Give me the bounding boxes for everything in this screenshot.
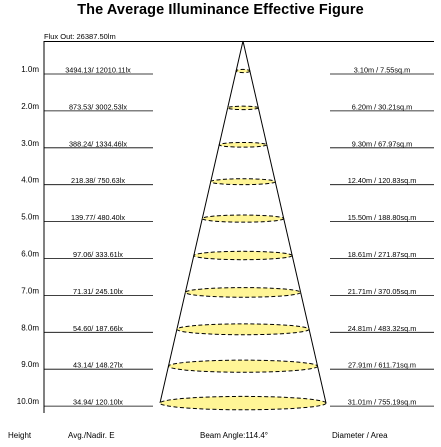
height-label: 4.0m	[21, 176, 39, 185]
light-spot-ellipse	[210, 178, 276, 186]
illuminance-value: 873.53/ 3002.53lx	[69, 102, 127, 111]
height-label: 8.0m	[21, 323, 39, 332]
height-label: 9.0m	[21, 360, 39, 369]
diameter-area-value: 27.91m / 611.71sq.m	[348, 361, 416, 370]
footer-avg-nadir-label: Avg./Nadir. E	[68, 431, 115, 440]
height-label: 5.0m	[21, 213, 39, 222]
diameter-area-value: 6.20m / 30.21sq.m	[352, 102, 412, 111]
illuminance-value: 34.94/ 120.10lx	[73, 398, 123, 407]
light-spot-ellipse	[235, 68, 251, 74]
light-spot-ellipse	[176, 323, 310, 336]
illuminance-value: 139.77/ 480.40lx	[71, 213, 125, 222]
footer-diameter-area-label: Diameter / Area	[332, 431, 388, 440]
light-spot-ellipse	[201, 214, 285, 223]
footer-height-label: Height	[8, 431, 32, 440]
illuminance-value: 97.06/ 333.61lx	[73, 250, 123, 259]
light-spot-ellipse	[159, 395, 327, 411]
light-spot-ellipse	[227, 105, 259, 111]
illuminance-value: 218.38/ 750.63lx	[71, 176, 125, 185]
light-spot-ellipse	[184, 287, 302, 298]
height-label: 3.0m	[21, 139, 39, 148]
illuminance-value: 43.14/ 148.27lx	[73, 361, 123, 370]
illuminance-value: 3494.13/ 12010.11lx	[65, 66, 131, 75]
diameter-area-value: 12.40m / 120.83sq.m	[348, 176, 417, 185]
illuminance-value: 71.31/ 245.10lx	[73, 287, 123, 296]
diameter-area-value: 21.71m / 370.05sq.m	[348, 287, 417, 296]
diameter-area-value: 24.81m / 483.32sq.m	[348, 324, 417, 333]
footer-beam-angle-label: Beam Angle:114.4°	[200, 431, 268, 440]
cone-right-edge	[242, 40, 327, 404]
light-spot-ellipse	[218, 141, 268, 148]
light-spot-ellipse	[193, 250, 293, 261]
height-label: 7.0m	[21, 286, 39, 295]
diameter-area-value: 15.50m / 188.80sq.m	[348, 213, 417, 222]
flux-out-rule	[44, 41, 434, 42]
cone-left-edge	[159, 40, 244, 404]
height-label: 10.0m	[17, 397, 40, 406]
diameter-area-value: 18.61m / 271.87sq.m	[348, 250, 417, 259]
light-spot-ellipse	[167, 359, 319, 373]
figure-title: The Average Illuminance Effective Figure	[77, 2, 364, 18]
diameter-area-value: 31.01m / 755.19sq.m	[348, 398, 417, 407]
height-label: 6.0m	[21, 250, 39, 259]
flux-out-label: Flux Out: 26387.50lm	[44, 32, 116, 41]
diameter-area-value: 3.10m / 7.55sq.m	[354, 66, 410, 75]
height-label: 2.0m	[21, 102, 39, 111]
height-label: 1.0m	[21, 65, 39, 74]
diameter-area-value: 9.30m / 67.97sq.m	[352, 139, 412, 148]
illuminance-value: 54.60/ 187.66lx	[73, 324, 123, 333]
illuminance-value: 388.24/ 1334.46lx	[69, 139, 127, 148]
